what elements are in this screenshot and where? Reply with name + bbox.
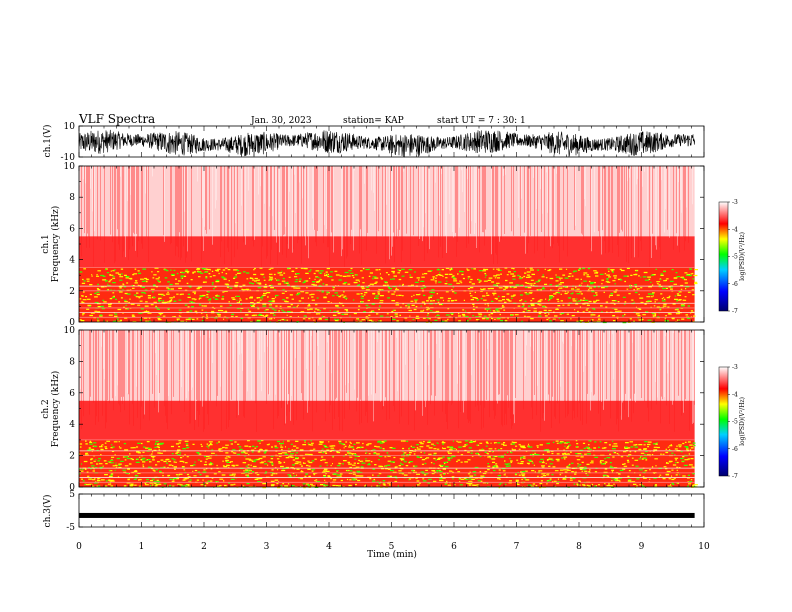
- cb1-scale: [718, 201, 729, 312]
- colorbar-tick-label: -3: [732, 364, 738, 371]
- cb2-scale: [718, 366, 729, 477]
- x-tick-label: 8: [576, 542, 582, 552]
- ch1-spec-yellow-speckle: [79, 267, 699, 324]
- x-tick-label: 3: [264, 542, 270, 552]
- colorbar-tick-label: -3: [732, 199, 738, 206]
- x-tick-label: 7: [514, 542, 520, 552]
- ch2-spec-ytick-label: 10: [64, 326, 76, 336]
- ch2-spec-ytick-label: 2: [69, 452, 75, 462]
- ch1-spectrogram-panel: 0 2 4 6 8 10: [64, 162, 705, 328]
- ch3-wave-ytick-label: -5: [66, 523, 75, 533]
- ch3-waveform-trace: [79, 512, 695, 518]
- colorbar-tick-label: -5: [732, 419, 738, 426]
- ch1-wave-ytick-label: -10: [61, 153, 76, 163]
- ch1-spec-ytick-label: 10: [64, 162, 76, 172]
- colorbar-tick-label: -6: [732, 281, 738, 288]
- ch1-spec-streaks: [81, 166, 689, 268]
- x-tick-label: 6: [451, 542, 457, 552]
- colorbar-tick-label: -7: [732, 473, 738, 480]
- ch2-spec-ytick-label: 6: [69, 389, 75, 399]
- svg-text:ch.2: ch.2: [41, 399, 51, 418]
- ch1-spec-green-speckle: [79, 267, 695, 324]
- x-tick-label: 10: [698, 542, 710, 552]
- ch1-freq-y-label: ch.1 Frequency (kHz): [41, 206, 61, 283]
- colorbar-label: log(PSD)(V²/Hz): [739, 232, 746, 281]
- date-label: Jan. 30, 2023: [250, 116, 312, 126]
- x-tick-label: 5: [389, 542, 395, 552]
- ch1-spec-ytick-label: 2: [69, 287, 75, 297]
- ch1-spec-ytick-label: 4: [69, 256, 75, 266]
- svg-text:Frequency (kHz): Frequency (kHz): [50, 206, 61, 283]
- colorbar-tick-label: -7: [732, 308, 738, 315]
- ch2-spec-ytick-label: 4: [69, 420, 75, 430]
- x-tick-label: 0: [76, 542, 82, 552]
- ch1-wave-ytick-label: 10: [64, 122, 76, 132]
- ch2-freq-y-label: ch.2 Frequency (kHz): [41, 371, 61, 448]
- start-time-label: start UT = 7 : 30: 1: [437, 116, 526, 126]
- colorbar-tick-label: -4: [732, 391, 738, 398]
- x-tick-label: 2: [201, 542, 207, 552]
- ch2-colorbar: -3 -4 -5 -6 -7 log(PSD)(V²/Hz): [718, 364, 746, 480]
- ch3-waveform-panel: 5 -50 1 2 3 4 5 6 7 8 9 10: [66, 490, 710, 552]
- station-label: station= KAP: [343, 116, 404, 126]
- x-axis-label: Time (min): [367, 549, 417, 560]
- ch1-spec-ytick-label: 8: [69, 193, 75, 203]
- ch2-spec-band-0: [79, 439, 695, 487]
- ch2-spec-ytick-label: 0: [69, 483, 75, 493]
- ch3-y-label: ch.3(V): [42, 495, 53, 528]
- svg-text:Frequency (kHz): Frequency (kHz): [50, 371, 61, 448]
- colorbar-label: log(PSD)(V²/Hz): [739, 397, 746, 446]
- ch1-colorbar: -3 -4 -5 -6 -7 log(PSD)(V²/Hz): [718, 199, 746, 315]
- ch1-waveform-trace: [78, 129, 695, 158]
- ch2-spec-white-streaks: [80, 330, 694, 424]
- x-tick-label: 4: [326, 542, 332, 552]
- ch2-spec-streaks: [81, 330, 695, 432]
- svg-text:ch.1: ch.1: [41, 234, 51, 253]
- colorbar-tick-label: -5: [732, 254, 738, 261]
- colorbar-tick-label: -4: [732, 226, 738, 233]
- ch1-spec-ytick-label: 0: [69, 318, 75, 328]
- ch1-y-label: ch.1(V): [42, 125, 53, 158]
- x-tick-label: 9: [639, 542, 645, 552]
- ch1-spec-white-streaks: [79, 166, 693, 260]
- x-tick-label: 1: [139, 542, 145, 552]
- ch3-wave-ytick-label: 5: [69, 490, 75, 500]
- ch1-waveform-panel: 10 -10: [61, 122, 705, 163]
- figure-title: VLF Spectra: [78, 112, 155, 126]
- ch2-spec-ytick-label: 8: [69, 357, 75, 367]
- ch2-spec-yellow-speckle: [79, 439, 698, 489]
- ch1-spec-ytick-label: 6: [69, 224, 75, 234]
- ch2-spectrogram-panel: 0 2 4 6 8 10: [64, 326, 705, 493]
- colorbar-tick-label: -6: [732, 446, 738, 453]
